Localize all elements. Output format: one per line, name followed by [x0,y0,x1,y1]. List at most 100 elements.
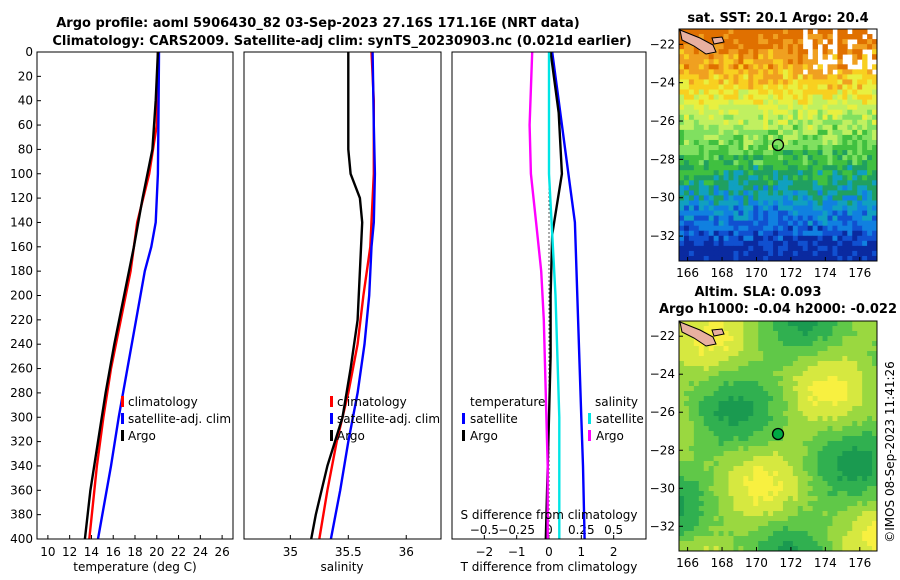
map-cell [683,406,690,412]
map-cell [867,511,873,517]
map-cell [708,195,715,201]
map-cell [713,346,719,352]
map-cell [728,139,734,146]
map-cell [703,145,710,151]
map-cell [792,200,799,206]
map-cell [728,416,734,422]
map-cell [708,531,715,537]
map-cell [832,150,838,156]
map-cell [688,386,695,392]
map-cell [832,215,838,222]
map-cell [857,476,863,482]
map-cell [822,411,828,417]
depth-tick-label: 0 [25,45,33,59]
map-cell [748,230,754,237]
map-cell [743,471,749,477]
map-cell [743,406,749,412]
map-cell [763,526,769,532]
map-cell [847,441,853,447]
map-cell [837,361,843,367]
map-cell [797,119,804,126]
map-cell [842,326,848,332]
map-cell [817,426,823,432]
map-cell [758,406,764,412]
map-x-tick-label: 176 [848,556,871,570]
map-cell [768,451,774,457]
map-cell [807,511,814,517]
map-cell [723,421,729,427]
depth-tick-label: 220 [10,313,33,327]
map-cell [763,451,769,457]
map-cell [753,431,759,437]
depth-tick-label: 300 [10,410,33,424]
x-tick-label: 22 [171,545,186,559]
map-cell [807,104,814,111]
map-cell [802,64,809,70]
map-cell [857,496,863,502]
map-cell [782,546,789,552]
map-cell [688,496,695,502]
map-cell [837,190,843,196]
map-cell [827,336,833,342]
map-cell [807,84,814,90]
map-cell [738,210,744,217]
map-cell [827,416,833,422]
map-cell [872,521,878,527]
map-cell [812,411,818,417]
map-cell [728,451,734,457]
map-cell [693,421,700,427]
map-cell [832,416,838,422]
map-cell [758,436,764,442]
map-cell [713,321,719,327]
x-tick-label: 26 [214,545,229,559]
map-cell [738,150,744,156]
map-y-tick-label: −28 [650,443,675,457]
map-cell [753,546,759,552]
map-cell [837,29,843,35]
map-cell [753,376,759,382]
map-cell [842,331,848,337]
map-cell [822,471,828,477]
map-cell [713,546,719,552]
map-cell [807,366,814,372]
map-cell [797,200,804,206]
map-cell [827,546,833,552]
map-cell [733,74,739,80]
map-cell [797,326,804,332]
map-cell [718,346,724,352]
map-cell [807,521,814,527]
map-cell [792,235,799,242]
map-cell [857,406,863,412]
legend-label-t-satellite: satellite [470,412,518,426]
map-cell [802,240,809,247]
map-cell [718,381,724,387]
map-cell [852,361,858,367]
map-cell [738,255,744,262]
map-cell [862,29,868,35]
map-cell [708,461,715,467]
map-cell [797,139,804,146]
map-cell [763,366,769,372]
map-cell [852,170,858,176]
map-cell [688,516,695,522]
map-cell [723,210,729,217]
map-cell [743,481,749,487]
map-cell [832,170,838,176]
map-cell [797,94,804,101]
map-cell [872,139,878,146]
map-cell [768,215,774,222]
map-cell [728,200,734,206]
map-cell [698,139,705,146]
map-cell [683,235,690,242]
map-cell [728,190,734,196]
map-cell [758,39,764,45]
map-cell [698,511,705,517]
map-cell [802,436,809,442]
map-cell [753,526,759,532]
map-cell [797,195,804,201]
legend-label-s-argo: Argo [596,429,624,443]
map-cell [847,230,853,237]
map-cell [763,501,769,507]
map-cell [872,210,878,217]
map-cell [827,245,833,252]
